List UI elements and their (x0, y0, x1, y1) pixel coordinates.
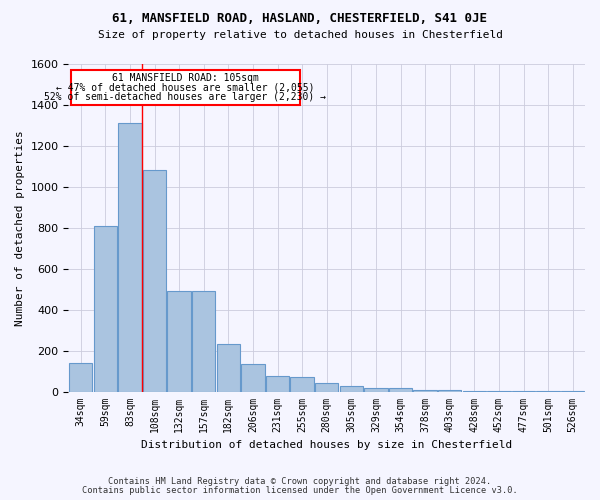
Bar (94, 226, 117, 392)
Bar (167, 291, 191, 392)
Bar (413, 390, 437, 392)
Bar (389, 388, 412, 392)
Bar (487, 390, 511, 392)
Bar (118, 124, 142, 392)
Bar (561, 390, 584, 392)
Text: ← 47% of detached houses are smaller (2,055): ← 47% of detached houses are smaller (2,… (56, 82, 314, 92)
Bar (438, 390, 461, 392)
X-axis label: Distribution of detached houses by size in Chesterfield: Distribution of detached houses by size … (141, 440, 512, 450)
Y-axis label: Number of detached properties: Number of detached properties (15, 130, 25, 326)
Text: Contains public sector information licensed under the Open Government Licence v3: Contains public sector information licen… (82, 486, 518, 495)
Text: Size of property relative to detached houses in Chesterfield: Size of property relative to detached ho… (97, 30, 503, 40)
Bar (463, 390, 486, 392)
Bar (315, 384, 338, 392)
Bar (266, 376, 289, 392)
Bar (290, 377, 314, 392)
Bar (192, 291, 215, 392)
Bar (512, 390, 535, 392)
Bar (143, 170, 166, 392)
Text: 61, MANSFIELD ROAD, HASLAND, CHESTERFIELD, S41 0JE: 61, MANSFIELD ROAD, HASLAND, CHESTERFIEL… (113, 12, 487, 26)
Bar (364, 388, 388, 392)
Bar (217, 344, 240, 392)
FancyBboxPatch shape (71, 70, 299, 105)
Bar (536, 390, 560, 392)
Bar (69, 363, 92, 392)
Text: 61 MANSFIELD ROAD: 105sqm: 61 MANSFIELD ROAD: 105sqm (112, 73, 259, 83)
Bar (340, 386, 363, 392)
Text: 52% of semi-detached houses are larger (2,230) →: 52% of semi-detached houses are larger (… (44, 92, 326, 102)
Text: Contains HM Land Registry data © Crown copyright and database right 2024.: Contains HM Land Registry data © Crown c… (109, 477, 491, 486)
Bar (241, 364, 265, 392)
